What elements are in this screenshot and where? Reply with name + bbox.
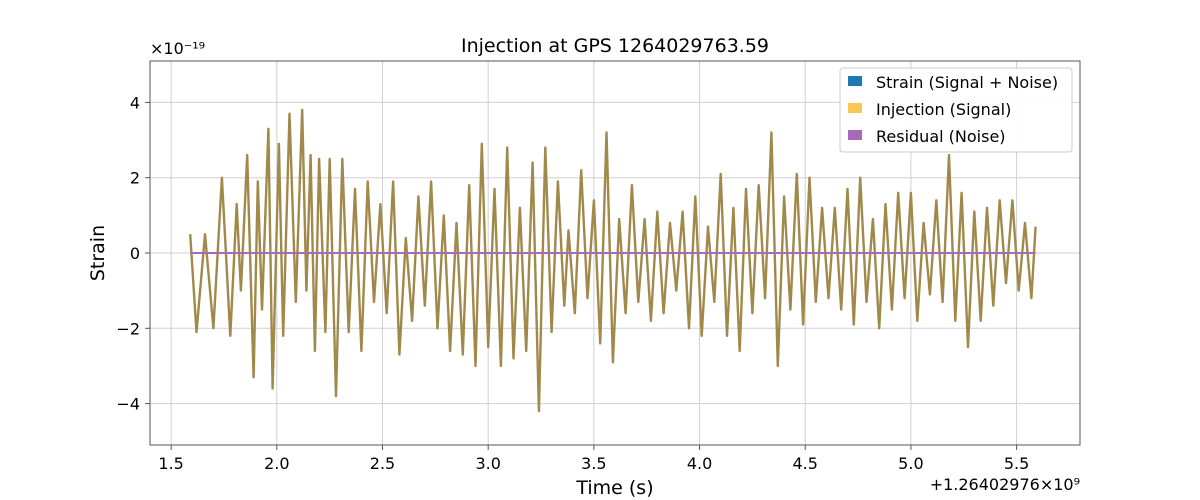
x-tick-label: 2.5: [370, 454, 395, 473]
y-tick-label: −4: [116, 395, 140, 414]
y-tick-label: 0: [130, 244, 140, 263]
x-tick-label: 5.5: [1004, 454, 1029, 473]
x-tick-label: 1.5: [158, 454, 183, 473]
x-tick-label: 5.0: [898, 454, 923, 473]
y-tick-label: −2: [116, 319, 140, 338]
legend-swatch-injection: [848, 103, 862, 113]
legend-label-residual: Residual (Noise): [876, 127, 1006, 146]
x-tick-label: 2.0: [264, 454, 289, 473]
x-axis-ticks: 1.5 2.0 2.5 3.0 3.5 4.0 4.5 5.0 5.5: [158, 445, 1029, 473]
legend-label-injection: Injection (Signal): [876, 100, 1011, 119]
x-axis-title: Time (s): [575, 477, 653, 499]
y-tick-label: 2: [130, 169, 140, 188]
legend-swatch-strain: [848, 76, 862, 86]
strain-series-line: [189, 108, 1037, 413]
y-axis-ticks: −4 −2 0 2 4: [116, 93, 150, 414]
y-exponent-label: ×10⁻¹⁹: [150, 39, 205, 58]
legend-swatch-residual: [848, 130, 862, 140]
series-lines: [189, 108, 1037, 413]
x-tick-label: 3.5: [581, 454, 606, 473]
y-tick-label: 4: [130, 93, 140, 112]
legend-label-strain: Strain (Signal + Noise): [876, 73, 1058, 92]
legend: Strain (Signal + Noise) Injection (Signa…: [839, 67, 1073, 153]
y-axis-title: Strain: [87, 225, 109, 281]
x-offset-label: +1.26402976×10⁹: [930, 475, 1080, 494]
legend-box: [839, 67, 1073, 153]
x-tick-label: 3.0: [475, 454, 500, 473]
x-tick-label: 4.0: [687, 454, 712, 473]
x-tick-label: 4.5: [793, 454, 818, 473]
chart-title: Injection at GPS 1264029763.59: [461, 35, 769, 57]
